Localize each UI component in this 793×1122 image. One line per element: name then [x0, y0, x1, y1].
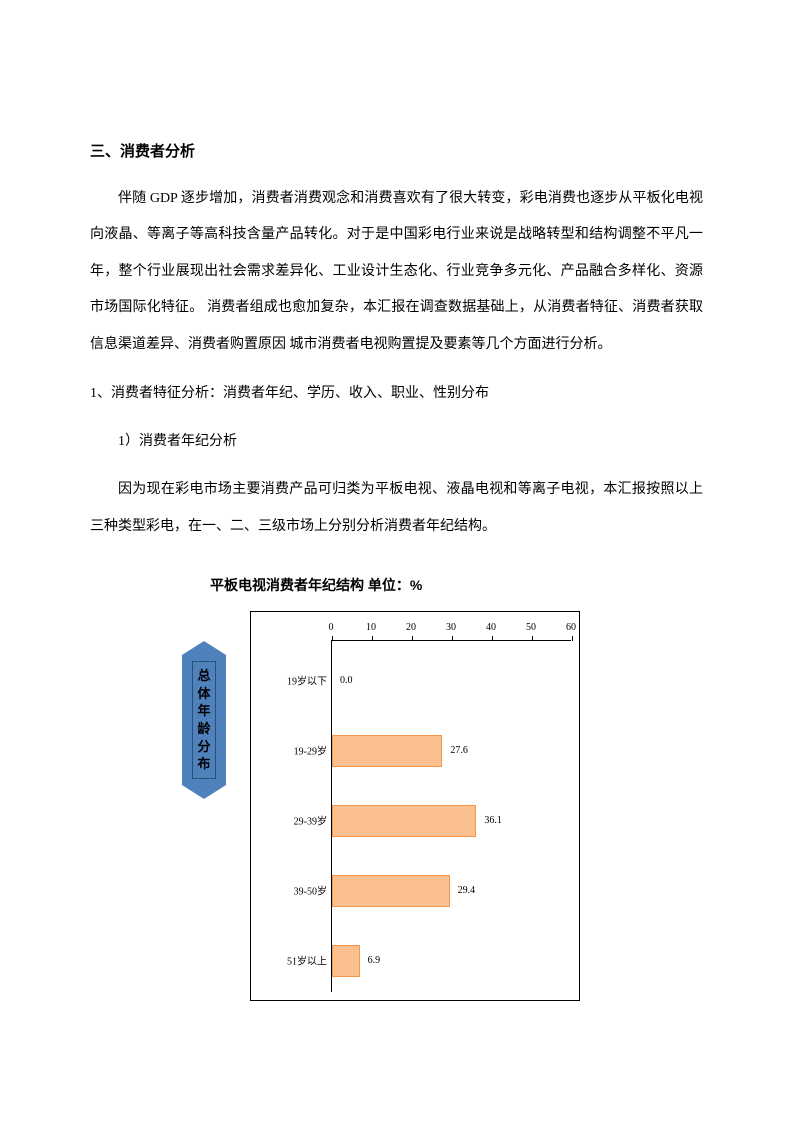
section-heading: 三、消费者分析	[90, 140, 703, 161]
side-label-char: 年	[197, 703, 210, 719]
chart-title: 平板电视消费者年纪结构 单位：%	[210, 575, 620, 595]
bar	[332, 875, 450, 907]
x-tick-mark	[332, 636, 333, 641]
x-tick-mark	[372, 636, 373, 641]
chart-side-label-inner: 总体年龄分布	[192, 661, 215, 779]
side-label-char: 分	[197, 739, 210, 755]
bar-row: 6.9	[332, 945, 380, 977]
y-category-label: 29-39岁	[255, 812, 327, 827]
x-tick-label: 20	[406, 622, 416, 633]
bar-row: 0.0	[332, 665, 353, 697]
chart-frame: 0 10 20 30 40 50 60 0.0 27.6 36.1 29.4 6.9 19岁以下 19…	[250, 611, 580, 1001]
side-label-char: 体	[197, 686, 210, 702]
y-category-label: 19岁以下	[255, 672, 327, 687]
bar	[332, 805, 476, 837]
x-tick-mark	[492, 636, 493, 641]
bar-row: 36.1	[332, 805, 502, 837]
plot-area: 0.0 27.6 36.1 29.4 6.9	[331, 640, 571, 992]
x-tick-mark	[532, 636, 533, 641]
y-category-label: 19-29岁	[255, 742, 327, 757]
subsection-1: 1、消费者特征分析：消费者年纪、学历、收入、职业、性别分布	[90, 377, 703, 411]
y-category-label: 39-50岁	[255, 882, 327, 897]
x-tick-label: 50	[526, 622, 536, 633]
bar	[332, 735, 442, 767]
bar-row: 29.4	[332, 875, 475, 907]
document-page: 三、消费者分析 伴随 GDP 逐步增加，消费者消费观念和消费喜欢有了很大转变，彩…	[0, 0, 793, 1061]
bar-row: 27.6	[332, 735, 468, 767]
side-label-char: 龄	[197, 721, 210, 737]
subsection-1-1: 1）消费者年纪分析	[90, 425, 703, 459]
chart-side-label-badge: 总体年龄分布	[182, 655, 226, 785]
x-tick-mark	[412, 636, 413, 641]
bar-value-label: 36.1	[484, 815, 502, 826]
x-tick-mark	[452, 636, 453, 641]
x-tick-label: 30	[446, 622, 456, 633]
y-category-label: 51岁以上	[255, 952, 327, 967]
bar-value-label: 0.0	[340, 675, 353, 686]
paragraph-body: 因为现在彩电市场主要消费产品可归类为平板电视、液晶电视和等离子电视，本汇报按照以…	[90, 472, 703, 545]
bar-value-label: 6.9	[368, 955, 381, 966]
x-tick-label: 10	[366, 622, 376, 633]
side-label-char: 布	[197, 756, 210, 772]
bar	[332, 945, 360, 977]
paragraph-intro: 伴随 GDP 逐步增加，消费者消费观念和消费喜欢有了很大转变，彩电消费也逐步从平…	[90, 181, 703, 363]
x-tick-label: 40	[486, 622, 496, 633]
chart-container: 平板电视消费者年纪结构 单位：% 总体年龄分布 0 10 20 30 40 50 60 0.…	[190, 575, 620, 1001]
bar-value-label: 27.6	[450, 745, 468, 756]
x-tick-label: 0	[329, 622, 334, 633]
bar-value-label: 29.4	[458, 885, 476, 896]
x-axis-labels: 0102030405060	[331, 622, 571, 636]
side-label-char: 总	[197, 668, 210, 684]
x-tick-mark	[572, 636, 573, 641]
x-tick-label: 60	[566, 622, 576, 633]
